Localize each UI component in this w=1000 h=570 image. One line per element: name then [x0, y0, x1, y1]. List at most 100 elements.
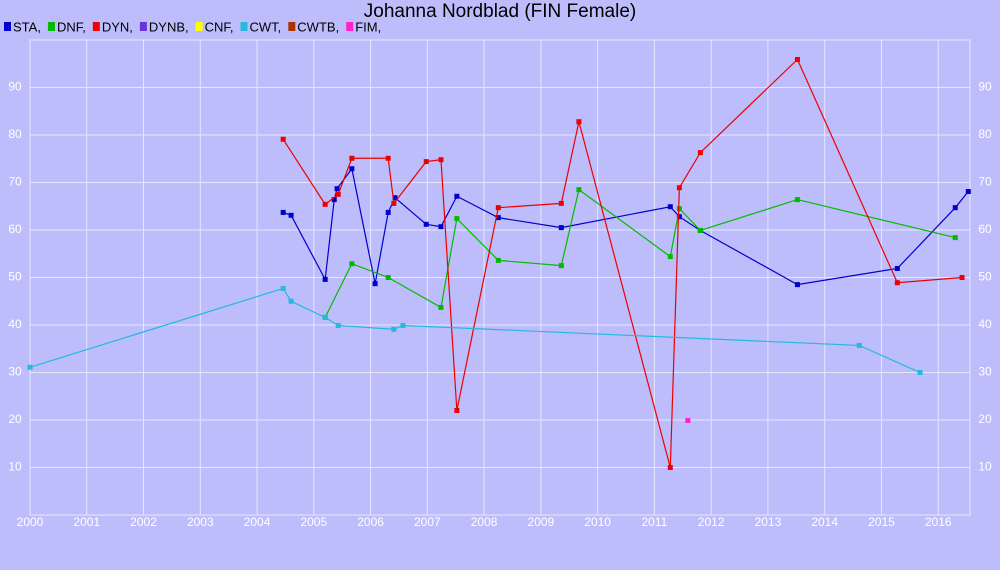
point — [400, 322, 406, 328]
legend-label: DNF, — [57, 19, 86, 34]
point — [349, 166, 355, 172]
point — [794, 56, 800, 62]
y-tick-label-right: 90 — [978, 80, 992, 94]
point — [667, 465, 673, 470]
point — [794, 282, 800, 288]
y-tick-label-right: 50 — [978, 270, 992, 284]
legend-swatch — [240, 22, 248, 31]
point — [558, 200, 564, 206]
point — [438, 224, 444, 230]
point — [438, 304, 444, 310]
point — [676, 206, 682, 212]
point — [894, 280, 900, 286]
y-tick-label-right: 20 — [978, 412, 992, 426]
legend-label: CNF, — [205, 19, 234, 34]
y-tick-label-right: 60 — [978, 222, 992, 236]
point — [280, 209, 286, 215]
y-tick-label-right: 80 — [978, 127, 992, 141]
y-tick-label: 30 — [8, 365, 22, 379]
point — [495, 205, 501, 211]
point — [385, 209, 391, 215]
y-tick-label: 90 — [8, 80, 22, 94]
y-tick-label: 60 — [8, 222, 22, 236]
y-tick-label: 80 — [8, 127, 22, 141]
point — [676, 214, 682, 220]
point — [438, 157, 444, 163]
x-tick-label: 2007 — [414, 515, 441, 529]
point — [576, 187, 582, 193]
y-tick-label-right: 30 — [978, 365, 992, 379]
point — [322, 201, 328, 207]
point — [959, 275, 965, 280]
legend-label: DYN, — [102, 19, 133, 34]
series-line — [282, 58, 963, 468]
point — [335, 322, 341, 328]
point — [697, 227, 703, 233]
point — [27, 364, 33, 370]
y-tick-label: 10 — [8, 460, 22, 474]
point — [965, 189, 971, 195]
legend-swatch — [346, 22, 354, 31]
point — [667, 254, 673, 260]
chart-title: Johanna Nordblad (FIN Female) — [364, 1, 636, 22]
point — [349, 261, 355, 267]
point — [423, 159, 429, 165]
y-tick-label: 20 — [8, 412, 22, 426]
y-tick-label: 40 — [8, 317, 22, 331]
x-tick-label: 2001 — [73, 515, 100, 529]
point — [558, 225, 564, 231]
x-tick-label: 2011 — [641, 515, 667, 529]
x-tick-label: 2005 — [300, 515, 327, 529]
x-tick-label: 2008 — [471, 515, 498, 529]
point — [454, 193, 460, 199]
point — [952, 235, 958, 241]
legend-swatch — [92, 22, 100, 31]
legend-swatch — [47, 22, 55, 31]
legend-label: FIM, — [355, 19, 381, 34]
point — [794, 197, 800, 203]
x-tick-label: 2004 — [244, 515, 271, 529]
point — [391, 200, 397, 206]
point — [856, 342, 862, 348]
x-tick-label: 2002 — [130, 515, 157, 529]
point — [385, 275, 391, 280]
y-tick-label-right: 70 — [978, 175, 992, 189]
point — [917, 370, 923, 375]
point — [558, 263, 564, 269]
x-tick-label: 2006 — [357, 515, 384, 529]
point — [576, 119, 582, 125]
point — [280, 285, 286, 291]
point — [667, 204, 673, 210]
point — [288, 298, 294, 304]
point — [952, 205, 958, 211]
y-tick-label: 70 — [8, 175, 22, 189]
legend-swatch — [139, 22, 147, 31]
x-tick-label: 2003 — [187, 515, 214, 529]
x-tick-label: 2014 — [811, 515, 838, 529]
legend-swatch — [288, 22, 296, 31]
point — [894, 265, 900, 271]
legend-swatch — [195, 22, 203, 31]
legend-label: STA, — [13, 19, 41, 34]
x-tick-label: 2010 — [584, 515, 611, 529]
legend-label: CWTB, — [297, 19, 339, 34]
point — [335, 191, 341, 197]
point — [322, 276, 328, 282]
point — [454, 216, 460, 222]
point — [685, 417, 691, 423]
point — [322, 314, 328, 320]
x-tick-label: 2015 — [868, 515, 895, 529]
legend-label: DYNB, — [149, 19, 189, 34]
point — [372, 281, 378, 287]
x-tick-label: 2013 — [755, 515, 782, 529]
legend-swatch — [4, 22, 11, 31]
legend-label: CWT, — [250, 19, 282, 34]
x-tick-label: 2012 — [698, 515, 725, 529]
y-tick-label-right: 10 — [978, 460, 992, 474]
point — [495, 215, 501, 221]
point — [391, 326, 397, 332]
point — [423, 221, 429, 227]
